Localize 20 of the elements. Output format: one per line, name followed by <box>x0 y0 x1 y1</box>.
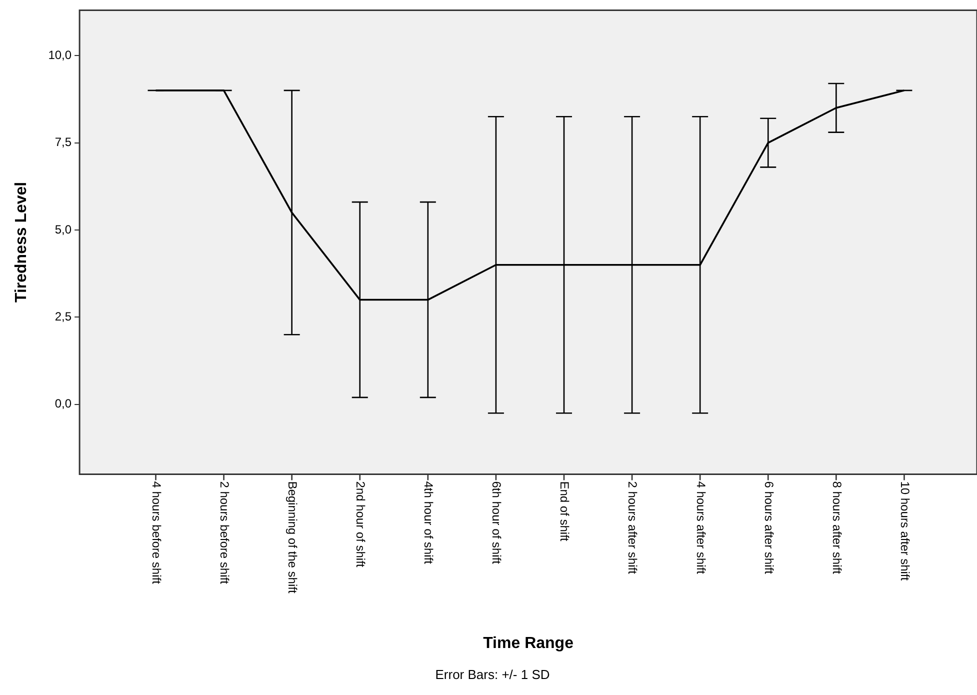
x-tick-label: 8 hours after shift <box>830 481 844 575</box>
x-tick-label: 2 hours before shift <box>217 481 232 585</box>
x-tick-label: 4 hours after shift <box>694 481 708 575</box>
x-tick-label: 6th hour of shift <box>490 481 504 565</box>
x-tick-label: 4th hour of shift <box>422 481 436 565</box>
x-tick-label: 2 hours after shift <box>626 481 640 575</box>
y-tick-label: 5,0 <box>54 222 72 236</box>
x-tick-label: 4 hours before shift <box>149 481 164 585</box>
x-tick-label: Beginning of the shift <box>286 481 300 594</box>
y-tick-label: 0,0 <box>54 396 72 411</box>
y-tick-label: 7,5 <box>54 135 72 150</box>
y-tick-label: 10,0 <box>48 48 72 62</box>
x-axis-title: Time Range <box>483 635 574 652</box>
x-tick-label: 6 hours after shift <box>762 481 776 575</box>
x-tick-label: 2nd hour of shift <box>354 481 368 568</box>
text: Error Bars: +/- 1 SD <box>435 666 550 682</box>
y-axis-title: Tiredness Level <box>13 182 30 303</box>
x-tick-label: End of shift <box>558 481 572 542</box>
x-tick-label: 10 hours after shift <box>898 481 912 582</box>
y-tick-label: 2,5 <box>54 310 72 324</box>
